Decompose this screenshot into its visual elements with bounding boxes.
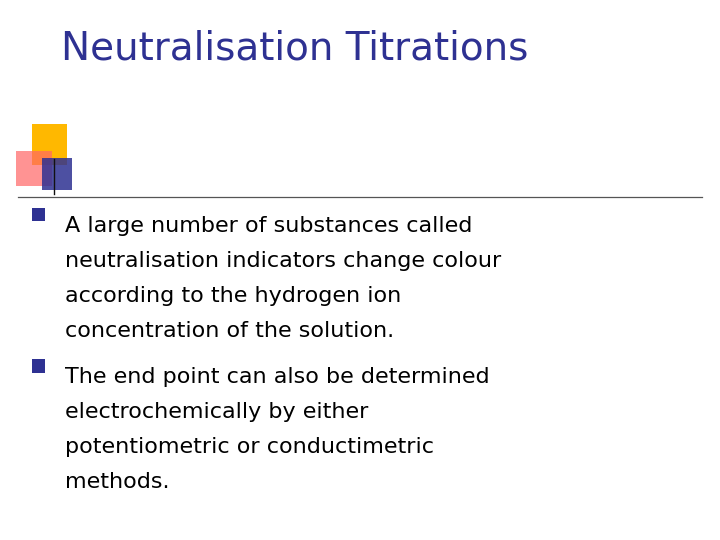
Bar: [32, 359, 45, 373]
Text: A large number of substances called: A large number of substances called: [65, 216, 472, 236]
Bar: [16, 151, 52, 186]
Text: Neutralisation Titrations: Neutralisation Titrations: [61, 30, 528, 68]
Text: concentration of the solution.: concentration of the solution.: [65, 321, 394, 341]
Bar: [42, 158, 72, 190]
Bar: [32, 124, 67, 165]
Text: according to the hydrogen ion: according to the hydrogen ion: [65, 286, 401, 306]
Text: The end point can also be determined: The end point can also be determined: [65, 367, 490, 387]
Text: electrochemically by either: electrochemically by either: [65, 402, 368, 422]
Text: methods.: methods.: [65, 472, 169, 492]
Text: potentiometric or conductimetric: potentiometric or conductimetric: [65, 437, 433, 457]
Text: neutralisation indicators change colour: neutralisation indicators change colour: [65, 251, 501, 271]
Bar: [32, 208, 45, 221]
